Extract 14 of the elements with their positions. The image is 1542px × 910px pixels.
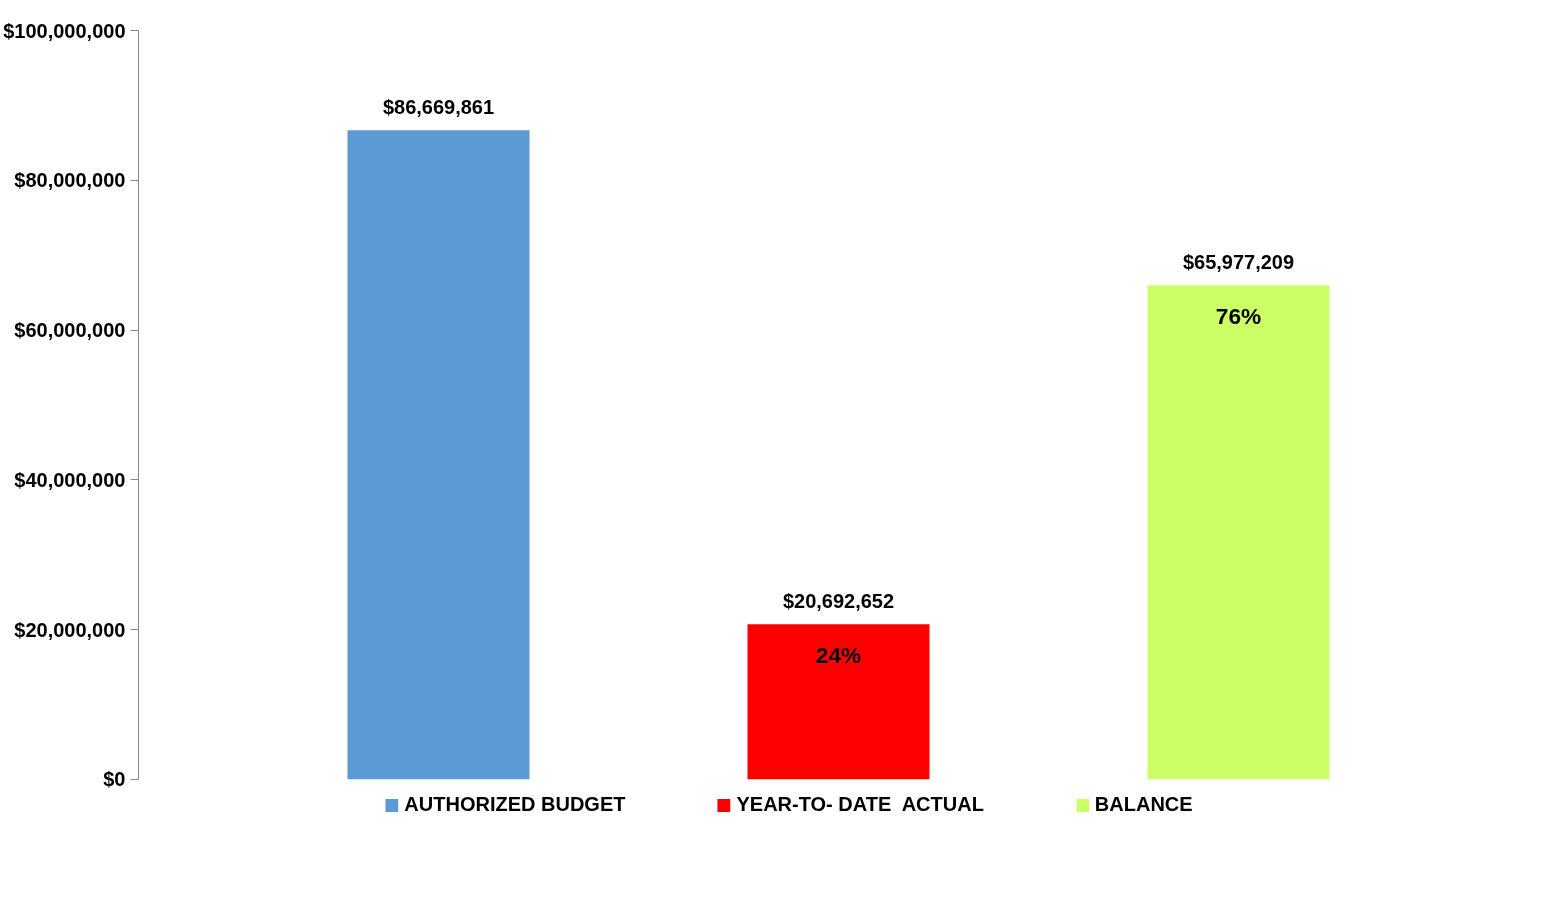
y-tick-label: $40,000,000: [14, 468, 126, 491]
y-tick-label: $20,000,000: [14, 618, 126, 641]
data-label: $65,977,209: [1182, 251, 1295, 274]
data-label: $86,669,861: [382, 96, 495, 119]
y-tick-label: $80,000,000: [14, 169, 126, 192]
annotation: 76%: [1215, 303, 1262, 330]
data-label: $20,692,652: [782, 590, 895, 613]
y-tick-label: $100,000,000: [3, 19, 126, 42]
annotation: 24%: [815, 642, 862, 669]
legend-label: BALANCE: [1094, 793, 1193, 816]
legend-label: YEAR-TO- DATE ACTUAL: [736, 793, 984, 816]
y-tick-label: $0: [103, 768, 126, 791]
legend-label: AUTHORIZED BUDGET: [404, 793, 626, 816]
y-tick-label: $60,000,000: [14, 319, 126, 342]
